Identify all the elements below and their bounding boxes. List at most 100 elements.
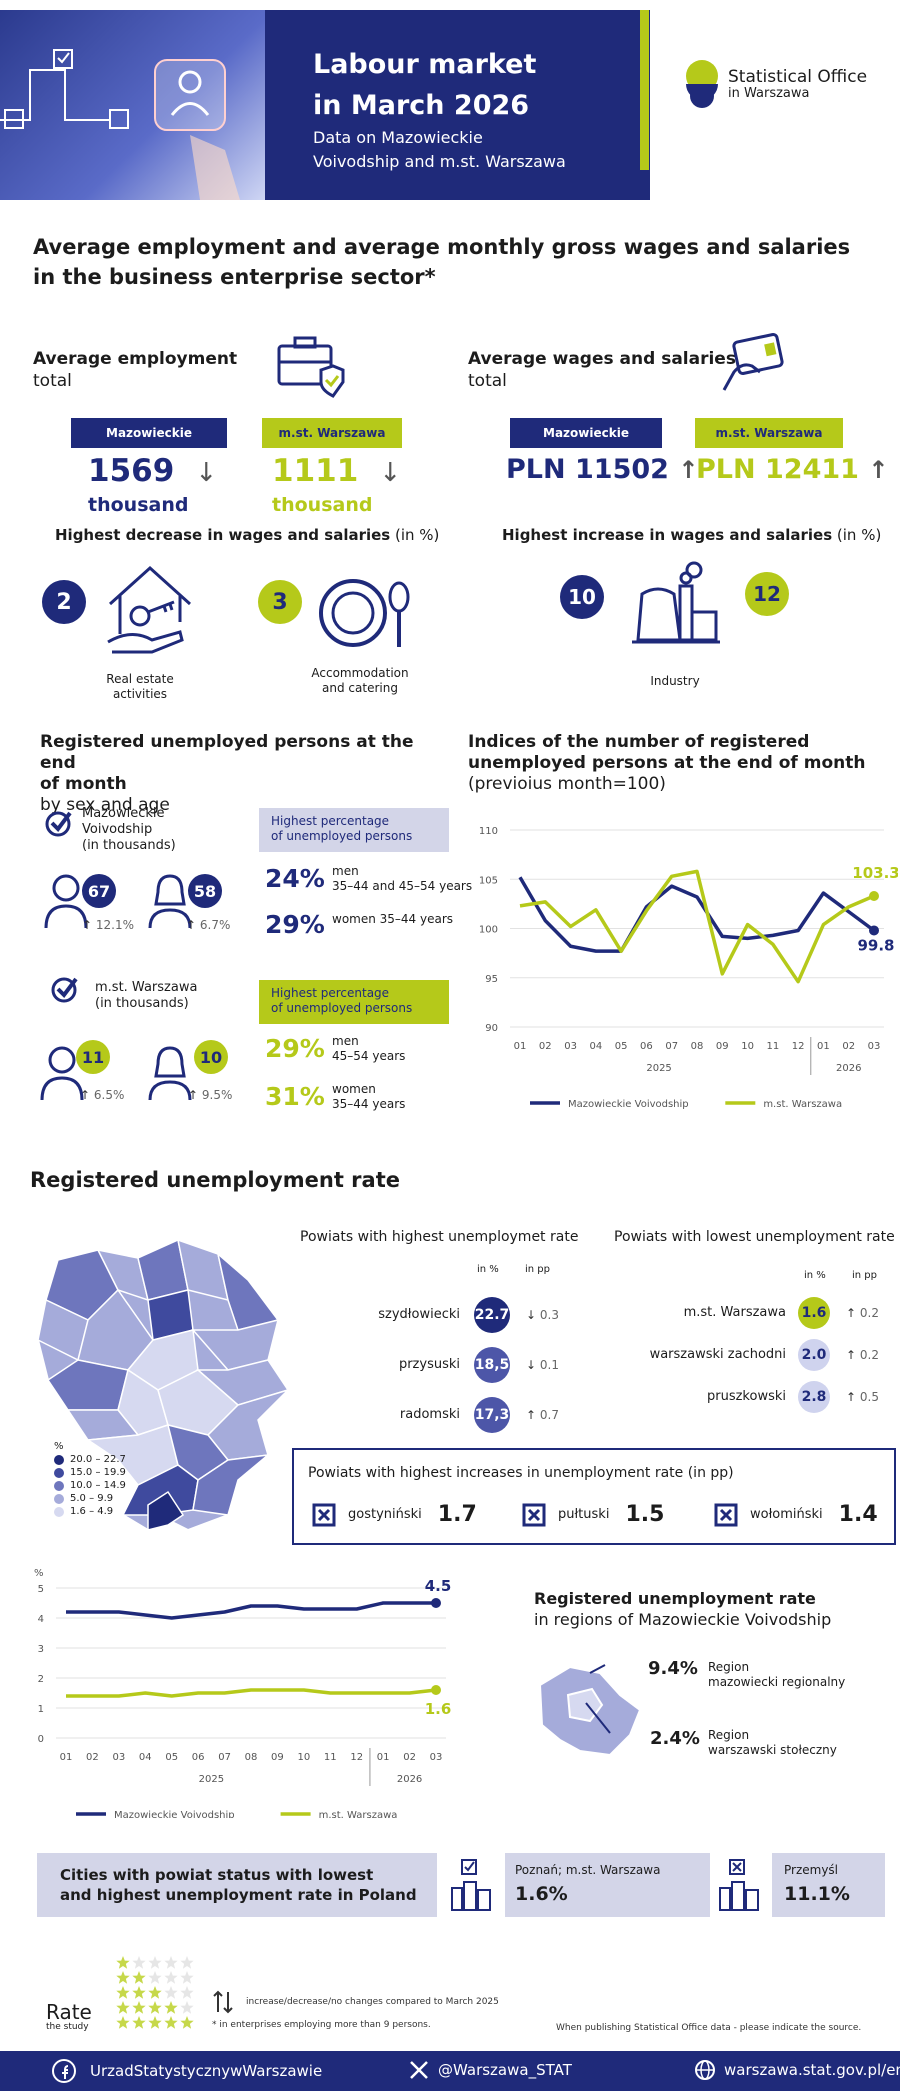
- x-tick-label: 05: [615, 1041, 628, 1052]
- briefcase-icon: [275, 332, 345, 406]
- lowest-col-percent: in %: [804, 1270, 826, 1281]
- series-end-label: 4.5: [425, 1577, 452, 1595]
- city-high-name: Przemyśl: [784, 1863, 839, 1877]
- legend-item: 15.0 – 19.9: [54, 1466, 126, 1479]
- powiat-name: szydłowiecki: [378, 1307, 460, 1322]
- y-tick-label: 5: [38, 1584, 44, 1595]
- x-tick-label: 05: [165, 1752, 178, 1763]
- rate-stars-icon[interactable]: [115, 1955, 199, 2039]
- legend-label: Mazowieckie Voivodship: [568, 1099, 689, 1110]
- star-icon: [180, 1971, 194, 1984]
- y-tick-label: 105: [479, 875, 498, 886]
- series-end-point: [869, 890, 879, 901]
- warszawa-p1-value: 29%: [265, 1034, 325, 1063]
- globe-icon: [695, 2060, 715, 2080]
- series-end-label: 1.6: [425, 1700, 452, 1718]
- x-tick-label: 08: [245, 1752, 258, 1763]
- rate-the-study-link[interactable]: Rate the study: [46, 2000, 92, 2032]
- employment-mazowieckie-value: 1569 ↓: [88, 453, 218, 489]
- powiat-rate: 2.8: [798, 1381, 830, 1413]
- series-end-point: [431, 1685, 441, 1695]
- star-icon: [148, 1971, 162, 1984]
- legend-item: 20.0 – 22.7: [54, 1453, 126, 1466]
- warszawa-p1-label: men 45–54 years: [332, 1034, 406, 1063]
- y-tick-label: 95: [485, 974, 498, 985]
- star-icon: [164, 2001, 178, 2014]
- cities-heading-box: Cities with powiat status with lowest an…: [37, 1853, 437, 1917]
- facebook-link[interactable]: UrzadStatystycznywWarszawie: [52, 2059, 322, 2083]
- legend-label: m.st. Warszawa: [763, 1099, 842, 1110]
- star-icon: [132, 1971, 146, 1984]
- x-tick-label: 02: [403, 1752, 416, 1763]
- highest-increase-heading: Highest increase in wages and salaries (…: [502, 526, 882, 544]
- process-flow-icon: [0, 49, 240, 200]
- x-tick-label: 06: [640, 1041, 653, 1052]
- man-icon-mazowieckie: [42, 870, 90, 934]
- powiat-change: ↑ 0.2: [846, 1347, 879, 1362]
- series-line-warszawa: [519, 869, 875, 984]
- powiat-name: przysuski: [398, 1357, 460, 1372]
- checkbox-cross-icon: [312, 1503, 336, 1526]
- x-tick-label: 12: [350, 1752, 363, 1763]
- source-note: When publishing Statistical Office data …: [556, 2023, 862, 2033]
- x-link[interactable]: @Warszawa_STAT: [408, 2059, 572, 2081]
- lowest-col-pp: in pp: [852, 1270, 877, 1281]
- cities-heading: Cities with powiat status with lowest an…: [60, 1866, 417, 1904]
- year-label-2026: 2026: [836, 1063, 861, 1074]
- x-tick-label: 03: [868, 1041, 881, 1052]
- star-icon: [164, 1956, 178, 1969]
- x-tick-label: 06: [192, 1752, 205, 1763]
- label-mazowieckie-wages: Mazowieckie Voivodship: [510, 418, 662, 470]
- label-warszawa-wages: m.st. Warszawa: [695, 418, 843, 448]
- powiat-change: ↓ 0.1: [526, 1357, 559, 1372]
- y-tick-label: 2: [38, 1674, 44, 1685]
- regions-map: [538, 1664, 642, 1757]
- table-row: przysuski 18,5 ↓ 0.1: [300, 1340, 580, 1390]
- star-icon: [132, 1956, 146, 1969]
- mazowieckie-p2-label: women 35–44 years: [332, 912, 454, 926]
- city-high-icon: [716, 1856, 764, 1920]
- plate-spoon-icon: [315, 575, 415, 654]
- star-icon: [164, 2016, 178, 2029]
- star-icon: [132, 2016, 146, 2029]
- star-icon: [164, 1986, 178, 1999]
- x-tick-label: 04: [139, 1752, 152, 1763]
- warszawa-highest-percentage-box: Highest percentage of unemployed persons: [259, 980, 449, 1024]
- lowest-powiats-table: m.st. Warszawa 1.6 ↑ 0.2 warszawski zach…: [614, 1292, 900, 1418]
- series-line-mazowieckie: [518, 876, 876, 953]
- star-icon: [116, 1956, 130, 1969]
- powiat-change: ↓ 0.3: [526, 1307, 559, 1322]
- employment-warszawa-value: 1111 ↓: [272, 453, 402, 489]
- wages-mazowieckie-value: PLN 11502 ↑: [506, 454, 699, 485]
- logo[interactable]: [680, 58, 724, 112]
- star-icon: [116, 2016, 130, 2029]
- unemployed-persons-heading: Registered unemployed persons at the end…: [40, 732, 414, 815]
- warszawa-women-value: 10: [194, 1040, 228, 1074]
- legend-item: 1.6 – 4.9: [54, 1505, 126, 1518]
- warszawa-p2-label: women 35–44 years: [332, 1082, 406, 1111]
- legend-item: 10.0 – 14.9: [54, 1479, 126, 1492]
- x-tick-label: 10: [297, 1752, 310, 1763]
- series-end-point: [431, 1598, 441, 1608]
- mazowieckie-highest-percentage-box: Highest percentage of unemployed persons: [259, 808, 449, 852]
- man-icon-warszawa: [38, 1042, 86, 1106]
- woman-icon-mazowieckie: [146, 870, 194, 934]
- legend-swatch: [54, 1506, 64, 1517]
- y-tick-label: 1: [38, 1704, 44, 1715]
- x-tick-label: 01: [817, 1041, 830, 1052]
- website-link[interactable]: warszawa.stat.gov.pl/en/: [694, 2059, 900, 2081]
- warszawa-p2-value: 31%: [265, 1082, 325, 1111]
- star-icon: [116, 2001, 130, 2014]
- highest-increases-box: Powiats with highest increases in unempl…: [292, 1448, 896, 1545]
- checkbox-cross-icon: [522, 1503, 546, 1526]
- table-row: szydłowiecki 22.7 ↓ 0.3: [300, 1290, 580, 1340]
- legend-swatch: [54, 1454, 64, 1465]
- indices-line-chart: 90 95 100 105 110 01 02 03 04 05 06 07 08 09 10 11 12 01 0…: [479, 826, 898, 1110]
- warszawa-men-change: ↑ 6.5%: [80, 1088, 125, 1102]
- powiat-change: ↑ 0.5: [846, 1389, 879, 1404]
- series-line-mazowieckie: [66, 1601, 436, 1620]
- star-icon: [132, 1986, 146, 1999]
- city-low-name: Poznań; m.st. Warszawa: [515, 1863, 661, 1877]
- employment-warszawa-unit: thousand: [272, 494, 373, 516]
- year-label-2026: 2026: [397, 1774, 422, 1785]
